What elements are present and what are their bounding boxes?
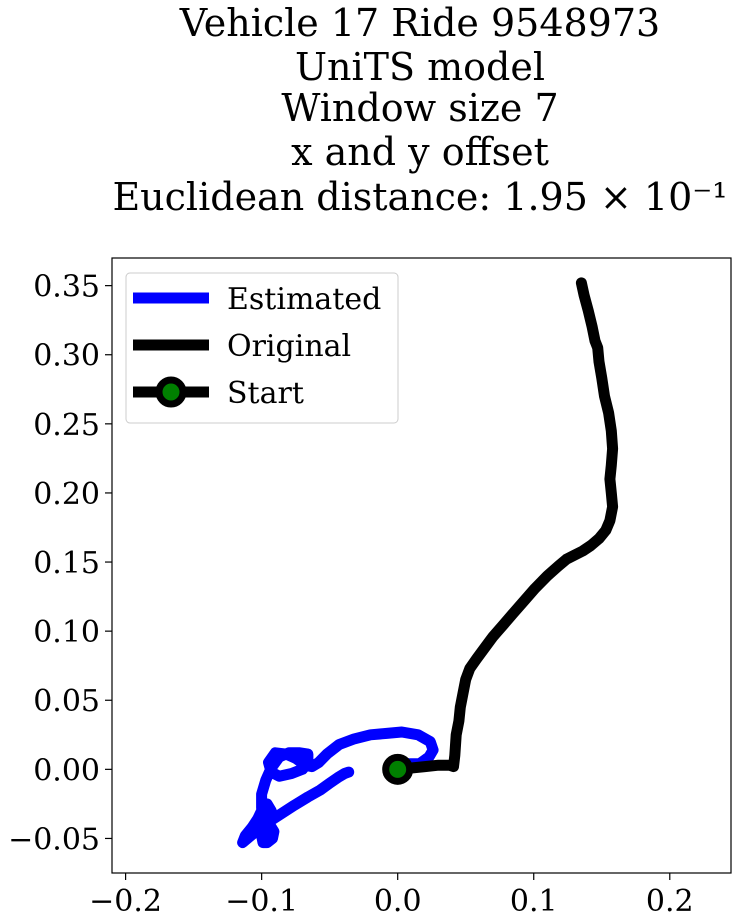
legend-label-original: Original (227, 329, 351, 364)
series-layer (237, 277, 619, 849)
series-estimated-line (237, 726, 439, 849)
series-start-marker (382, 753, 414, 785)
title-line-2: UniTS model (295, 45, 545, 89)
x-tick-label: 0.1 (510, 884, 558, 919)
legend: Estimated Original Start (125, 272, 399, 424)
y-tick-label: −0.05 (8, 822, 100, 857)
y-tick-label: 0.35 (33, 270, 100, 305)
x-tick-label: 0.2 (646, 884, 694, 919)
y-tick-label: 0.25 (33, 408, 100, 443)
y-tick-label: 0.05 (33, 684, 100, 719)
title-line-5: Euclidean distance: 1.95 × 10⁻¹ (112, 175, 727, 219)
y-tick-label: 0.00 (33, 753, 100, 788)
x-axis: −0.2 −0.1 0.0 0.1 0.2 (89, 873, 694, 919)
legend-box (125, 272, 399, 424)
chart-title: Vehicle 17 Ride 9548973 UniTS model Wind… (112, 1, 727, 219)
legend-label-estimated: Estimated (227, 282, 381, 317)
x-tick-label: 0.0 (374, 884, 422, 919)
y-tick-label: 0.20 (33, 477, 100, 512)
x-tick-label: −0.2 (89, 884, 162, 919)
y-tick-label: 0.15 (33, 546, 100, 581)
legend-start-marker (155, 376, 187, 408)
legend-label-start: Start (227, 376, 304, 411)
y-axis: −0.05 0.00 0.05 0.10 0.15 0.20 0.25 0.30 0.35 (8, 270, 112, 857)
series-original-line (392, 277, 619, 775)
y-tick-label: 0.10 (33, 615, 100, 650)
title-line-3: Window size 7 (281, 86, 558, 130)
title-line-1: Vehicle 17 Ride 9548973 (179, 1, 660, 45)
title-line-4: x and y offset (291, 130, 549, 174)
y-tick-label: 0.30 (33, 339, 100, 374)
x-tick-label: −0.1 (225, 884, 298, 919)
